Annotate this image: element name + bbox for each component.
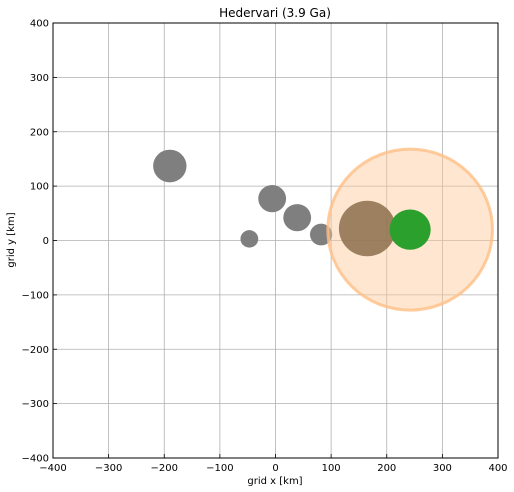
data-circle: [153, 149, 187, 183]
y-tick-label: 100: [30, 182, 49, 193]
x-tick-label: −300: [95, 463, 122, 474]
y-tick-label: 300: [30, 73, 49, 84]
y-tick-label: −400: [22, 454, 49, 465]
y-ticks: −400 −300 −200 −100 0 100 200 300 400: [22, 19, 57, 465]
x-tick-label: 400: [488, 463, 507, 474]
x-tick-label: −200: [151, 463, 178, 474]
chart-title: Hedervari (3.9 Ga): [219, 6, 331, 20]
data-marks: [153, 147, 494, 312]
x-tick-label: 0: [272, 463, 278, 474]
y-tick-label: 400: [30, 19, 49, 30]
data-circle: [283, 204, 312, 232]
y-tick-label: −200: [22, 345, 49, 356]
y-tick-label: −300: [22, 399, 49, 410]
x-ticks: −400 −300 −200 −100 0 100 200 300 400: [39, 454, 508, 474]
x-axis-label: grid x [km]: [247, 476, 302, 487]
data-circle: [338, 200, 396, 257]
x-tick-label: 100: [322, 463, 341, 474]
y-tick-label: 0: [43, 236, 49, 247]
x-tick-label: −100: [206, 463, 233, 474]
data-circle: [258, 185, 287, 213]
y-tick-label: 200: [30, 127, 49, 138]
x-tick-label: 300: [433, 463, 452, 474]
y-tick-label: −100: [22, 290, 49, 301]
data-circle: [389, 209, 431, 250]
x-tick-label: 200: [377, 463, 396, 474]
x-tick-label: −400: [39, 463, 66, 474]
y-axis-label: grid y [km]: [6, 212, 17, 267]
data-circle: [240, 230, 259, 248]
